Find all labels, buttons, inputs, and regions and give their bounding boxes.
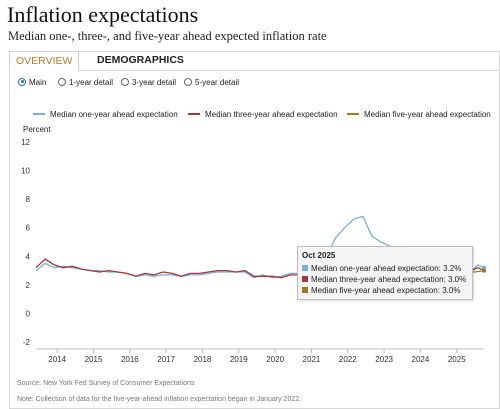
radio-1-year-detail[interactable]: 1-year detail bbox=[58, 77, 114, 87]
y-axis-label: Percent bbox=[23, 125, 51, 134]
chart-note: Note: Collection of data for the five-ye… bbox=[17, 396, 302, 403]
x-tick-label: 2015 bbox=[85, 355, 103, 364]
x-tick-label: 2025 bbox=[448, 355, 466, 364]
x-tick-label: 2020 bbox=[266, 355, 284, 364]
x-tick-label: 2022 bbox=[339, 355, 357, 364]
x-tick-label: 2014 bbox=[48, 355, 66, 364]
tab-demographics[interactable]: DEMOGRAPHICS bbox=[97, 54, 184, 66]
tooltip-row-five-year: Median five-year ahead expectation: 3.0% bbox=[302, 286, 460, 295]
x-tick-label: 2018 bbox=[194, 355, 212, 364]
tab-overview[interactable]: OVERVIEW bbox=[9, 51, 80, 72]
hover-point bbox=[482, 265, 486, 270]
tooltip-swatch bbox=[302, 275, 308, 282]
legend-swatch bbox=[188, 112, 200, 115]
tooltip-row-label: Median three-year ahead expectation: 3.0… bbox=[311, 275, 467, 284]
y-tick-label: 0 bbox=[26, 309, 31, 318]
radio-main-label: Main bbox=[29, 78, 47, 87]
y-tick-label: 12 bbox=[21, 138, 30, 147]
radio-5-year-detail[interactable]: 5-year detail bbox=[184, 77, 240, 87]
x-tick-label: 2023 bbox=[375, 355, 393, 364]
radio-selected-icon bbox=[18, 77, 26, 86]
tooltip-swatch bbox=[302, 264, 308, 271]
legend-swatch bbox=[33, 112, 45, 115]
legend-label: Median five-year ahead expectation bbox=[364, 110, 491, 119]
tooltip-row-one-year: Median one-year ahead expectation: 3.2% bbox=[302, 264, 461, 273]
radio-unselected-icon bbox=[58, 77, 66, 86]
tooltip-swatch bbox=[302, 286, 308, 293]
hover-markers bbox=[482, 265, 486, 273]
x-axis: 2014 2015 2016 2017 2018 2019 2020 2021 2022 2023… bbox=[48, 349, 466, 364]
y-tick-label: 4 bbox=[26, 252, 31, 261]
tab-bar: OVERVIEW DEMOGRAPHICS bbox=[9, 51, 498, 72]
tooltip-row-label: Median five-year ahead expectation: 3.0% bbox=[311, 286, 461, 295]
legend-label: Median three-year ahead expectation bbox=[205, 110, 338, 119]
radio-unselected-icon bbox=[121, 77, 129, 86]
legend-item-five-year[interactable]: Median five-year ahead expectation bbox=[347, 110, 491, 119]
x-tick-label: 2017 bbox=[157, 355, 175, 364]
legend-item-one-year[interactable]: Median one-year ahead expectation bbox=[33, 110, 178, 119]
y-tick-label: 2 bbox=[26, 281, 31, 290]
hover-point bbox=[482, 268, 486, 273]
chart-source: Source: New York Fed Survey of Consumer … bbox=[17, 380, 195, 387]
y-tick-label: 10 bbox=[21, 167, 30, 176]
radio-1-year-label: 1-year detail bbox=[69, 78, 114, 87]
tooltip-date: Oct 2025 bbox=[302, 251, 336, 260]
page-subtitle: Median one-, three-, and five-year ahead… bbox=[8, 29, 327, 43]
x-tick-label: 2019 bbox=[230, 355, 248, 364]
page-title: Inflation expectations bbox=[7, 2, 199, 27]
radio-unselected-icon bbox=[184, 77, 192, 86]
x-tick-label: 2021 bbox=[303, 355, 321, 364]
x-tick-label: 2016 bbox=[121, 355, 139, 364]
radio-5-year-label: 5-year detail bbox=[195, 78, 240, 87]
legend-swatch bbox=[347, 112, 359, 115]
radio-main[interactable]: Main bbox=[18, 77, 47, 87]
tooltip-row-label: Median one-year ahead expectation: 3.2% bbox=[311, 264, 462, 273]
tooltip-row-three-year: Median three-year ahead expectation: 3.0… bbox=[302, 275, 466, 284]
chart-tooltip: Oct 2025 Median one-year ahead expectati… bbox=[297, 246, 473, 300]
y-tick-label: 6 bbox=[26, 224, 31, 233]
radio-3-year-label: 3-year detail bbox=[132, 78, 177, 87]
legend-item-three-year[interactable]: Median three-year ahead expectation bbox=[188, 110, 338, 119]
y-tick-label: -2 bbox=[23, 338, 31, 347]
y-tick-label: 8 bbox=[26, 195, 31, 204]
legend-label: Median one-year ahead expectation bbox=[50, 110, 178, 119]
y-axis: 12 10 8 6 4 2 0 -2 bbox=[21, 138, 30, 347]
radio-3-year-detail[interactable]: 3-year detail bbox=[121, 77, 177, 87]
x-tick-label: 2024 bbox=[412, 355, 430, 364]
